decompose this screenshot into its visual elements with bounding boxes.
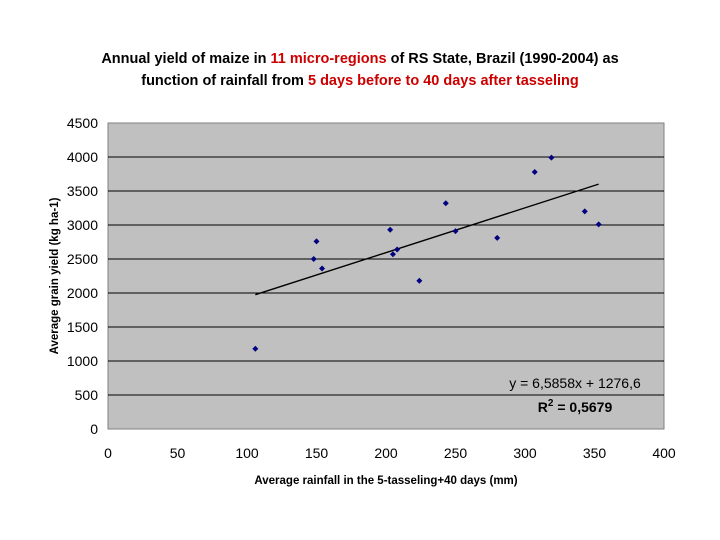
x-tick-label: 350 xyxy=(583,445,607,461)
chart-title-line-1: Annual yield of maize in 11 micro-region… xyxy=(60,48,660,70)
data-point xyxy=(319,265,326,272)
x-tick-label: 400 xyxy=(652,445,676,461)
y-tick-label: 0 xyxy=(90,421,98,437)
data-point xyxy=(452,228,459,235)
y-tick-label: 3000 xyxy=(67,217,98,233)
data-points xyxy=(252,154,602,352)
y-tick-label: 1500 xyxy=(67,319,98,335)
y-axis-ticks: 0 500 1000 1500 2000 2500 3000 3500 4000 4500 xyxy=(67,115,98,437)
x-tick-label: 250 xyxy=(444,445,468,461)
data-point xyxy=(531,168,538,175)
y-tick-label: 3500 xyxy=(67,183,98,199)
title-text: of RS State, Brazil (1990-2004) as xyxy=(386,51,619,67)
trendline xyxy=(255,183,599,296)
y-tick-label: 4000 xyxy=(67,149,98,165)
data-point xyxy=(252,345,259,352)
title-highlight: 11 micro-regions xyxy=(270,51,387,67)
x-tick-label: 300 xyxy=(513,445,537,461)
data-point xyxy=(442,200,449,207)
y-tick-label: 1000 xyxy=(67,353,98,369)
y-axis-label: Average grain yield (kg ha-1) xyxy=(49,197,61,354)
x-axis-ticks: 0 50 100 150 200 250 300 350 400 xyxy=(104,445,676,461)
data-point xyxy=(595,221,602,228)
y-tick-label: 2500 xyxy=(67,251,98,267)
gridlines xyxy=(108,156,664,396)
title-text: function of rainfall from xyxy=(141,73,308,89)
data-point xyxy=(310,256,317,262)
x-tick-label: 100 xyxy=(235,445,259,461)
trendline-equation: y = 6,5858x + 1276,6 xyxy=(509,375,641,391)
y-tick-label: 2000 xyxy=(67,285,98,301)
data-point xyxy=(581,208,588,215)
title-highlight: 5 days before to 40 days after tasseling xyxy=(307,73,579,89)
r-squared-label: R2 = 0,5679 xyxy=(538,398,613,415)
title-text: Annual yield of maize in xyxy=(101,51,271,67)
data-point xyxy=(548,154,555,161)
data-point xyxy=(387,226,394,233)
x-tick-label: 200 xyxy=(374,445,398,461)
chart-title-line-2: function of rainfall from 5 days before … xyxy=(60,70,660,92)
x-tick-label: 50 xyxy=(170,445,186,461)
chart-title: Annual yield of maize in 11 micro-region… xyxy=(60,48,660,92)
x-tick-label: 150 xyxy=(305,445,329,461)
y-tick-label: 500 xyxy=(75,387,99,403)
x-axis-label: Average rainfall in the 5-tasseling+40 d… xyxy=(254,475,517,487)
data-point xyxy=(494,234,501,241)
y-tick-label: 4500 xyxy=(67,115,98,131)
data-point xyxy=(416,277,423,284)
data-point xyxy=(313,238,320,245)
data-point xyxy=(394,246,401,253)
x-tick-label: 0 xyxy=(104,445,112,461)
data-point xyxy=(389,251,396,258)
plot-area xyxy=(107,122,665,430)
